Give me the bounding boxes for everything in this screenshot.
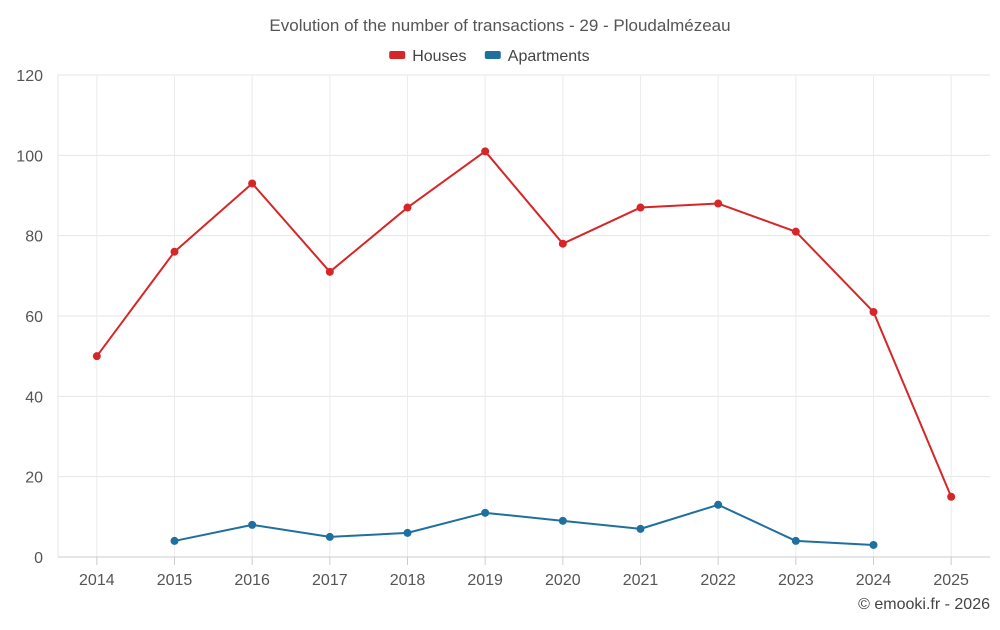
y-tick-label: 20 xyxy=(25,470,43,487)
data-point-houses[interactable] xyxy=(636,203,645,212)
credit-text: © emooki.fr - 2026 xyxy=(858,596,990,613)
data-point-apartments[interactable] xyxy=(248,520,257,529)
data-point-houses[interactable] xyxy=(248,179,257,188)
legend-label-houses: Houses xyxy=(412,48,466,65)
data-point-houses[interactable] xyxy=(403,203,412,212)
data-point-houses[interactable] xyxy=(170,247,179,256)
x-tick-label: 2020 xyxy=(545,572,581,589)
y-tick-label: 80 xyxy=(25,229,43,246)
x-tick-label: 2023 xyxy=(778,572,814,589)
grid xyxy=(57,74,990,557)
axes: 0 20 40 60 80 100 120 2014 2015 2016 2017 2018 2019 2… xyxy=(16,68,990,589)
x-tick-label: 2024 xyxy=(856,572,892,589)
x-tick-label: 2014 xyxy=(79,572,115,589)
x-tick-label: 2025 xyxy=(933,572,969,589)
chart-title: Evolution of the number of transactions … xyxy=(269,16,730,35)
data-point-houses[interactable] xyxy=(558,239,567,248)
data-point-houses[interactable] xyxy=(869,307,878,316)
x-tick-label: 2021 xyxy=(623,572,659,589)
data-point-apartments[interactable] xyxy=(714,500,723,509)
data-point-houses[interactable] xyxy=(714,199,723,208)
y-tick-label: 0 xyxy=(34,550,43,567)
x-tick-label: 2017 xyxy=(312,572,348,589)
data-point-apartments[interactable] xyxy=(481,508,490,517)
y-tick-label: 100 xyxy=(16,148,43,165)
legend-item-houses[interactable]: Houses xyxy=(389,48,466,65)
legend: Houses Apartments xyxy=(389,48,590,65)
series-line-houses xyxy=(96,150,953,498)
data-point-houses[interactable] xyxy=(947,492,956,501)
series-layer xyxy=(92,147,956,549)
data-point-houses[interactable] xyxy=(791,227,800,236)
legend-item-apartments[interactable]: Apartments xyxy=(484,48,590,65)
series-apartments xyxy=(170,500,878,549)
data-point-apartments[interactable] xyxy=(869,540,878,549)
data-point-apartments[interactable] xyxy=(791,536,800,545)
data-point-apartments[interactable] xyxy=(403,528,412,537)
legend-swatch-houses xyxy=(389,51,406,59)
x-tick-label: 2015 xyxy=(157,572,193,589)
series-houses xyxy=(92,147,956,501)
data-point-houses[interactable] xyxy=(92,352,101,361)
x-tick-label: 2018 xyxy=(390,572,426,589)
data-point-apartments[interactable] xyxy=(636,524,645,533)
data-point-apartments[interactable] xyxy=(170,536,179,545)
x-tick-label: 2019 xyxy=(467,572,503,589)
data-point-apartments[interactable] xyxy=(558,516,567,525)
data-point-houses[interactable] xyxy=(481,147,490,156)
legend-swatch-apartments xyxy=(484,51,501,59)
legend-label-apartments: Apartments xyxy=(508,48,590,65)
x-tick-label: 2016 xyxy=(234,572,270,589)
y-tick-label: 120 xyxy=(16,68,43,85)
y-tick-label: 40 xyxy=(25,389,43,406)
data-point-houses[interactable] xyxy=(325,267,334,276)
data-point-apartments[interactable] xyxy=(325,532,334,541)
x-tick-label: 2022 xyxy=(700,572,736,589)
series-line-apartments xyxy=(174,503,874,546)
y-tick-label: 60 xyxy=(25,309,43,326)
